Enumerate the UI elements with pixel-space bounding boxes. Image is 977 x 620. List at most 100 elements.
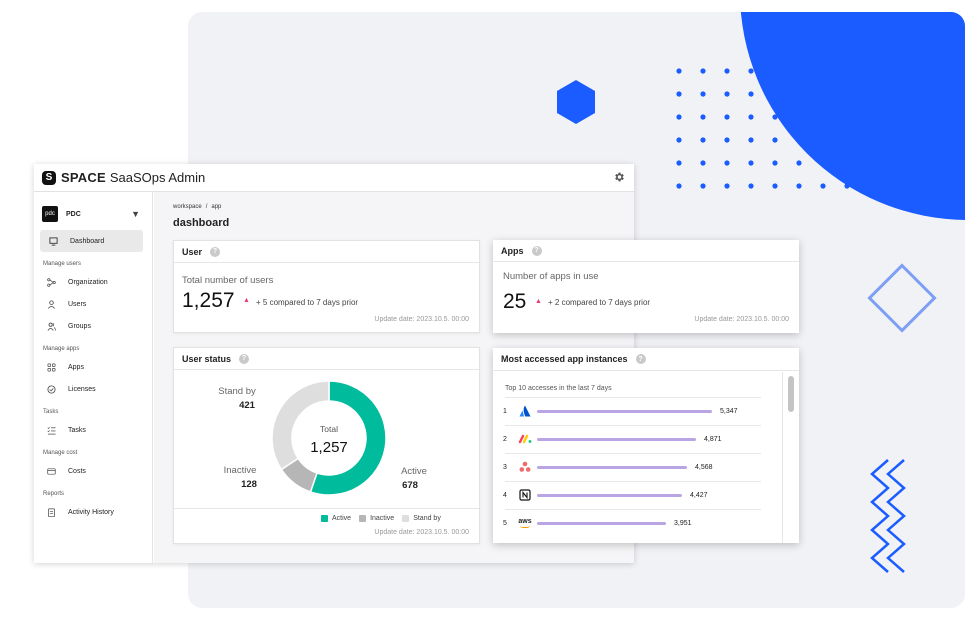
- sidebar-item-label: Groups: [68, 322, 91, 330]
- organization-icon: [47, 277, 56, 287]
- rank-bar: [537, 521, 666, 525]
- card-subtitle: Top 10 accesses in the last 7 days: [505, 385, 612, 392]
- atlassian-icon: [517, 405, 533, 417]
- donut-slice-standby[interactable]: [271, 380, 330, 471]
- legend-item-inactive: Inactive: [359, 515, 394, 522]
- zigzag-decoration: [870, 459, 906, 573]
- ranking-row[interactable]: 4 4,427: [503, 485, 753, 505]
- sidebar-item-tasks[interactable]: Tasks: [34, 419, 152, 441]
- sidebar-item-licenses[interactable]: Licenses: [34, 378, 152, 400]
- breadcrumb-app[interactable]: app: [211, 204, 222, 210]
- decoration-dot: [676, 114, 682, 120]
- decoration-dot: [676, 183, 682, 189]
- decoration-dot: [844, 91, 850, 97]
- user-icon: [48, 299, 55, 309]
- row-divider: [505, 425, 761, 426]
- metric-label: Number of apps in use: [503, 271, 599, 282]
- ranking-row[interactable]: 3 4,568: [503, 457, 753, 477]
- decoration-dot: [820, 114, 826, 120]
- app-title: SaaSOps Admin: [109, 170, 206, 185]
- decoration-dot: [844, 137, 850, 143]
- rank-number: 5: [503, 519, 507, 527]
- nav-section-reports: Reports: [43, 491, 65, 497]
- decoration-dot: [772, 137, 778, 143]
- rank-bar: [537, 465, 687, 469]
- decoration-dot: [724, 114, 730, 120]
- rank-value: 4,568: [695, 463, 713, 471]
- decoration-dot: [820, 68, 826, 74]
- card-divider: [174, 508, 479, 509]
- card-header: User ?: [174, 241, 479, 263]
- sidebar-item-label: Activity History: [68, 508, 114, 516]
- sidebar-item-organization[interactable]: Organization: [34, 271, 152, 293]
- decoration-dot: [724, 160, 730, 166]
- decoration-dot: [820, 137, 826, 143]
- logo-text: aws: [518, 518, 532, 525]
- decoration-dot: [724, 183, 730, 189]
- sidebar: pdc PDC ▼ Dashboard Manage users Organiz…: [34, 192, 153, 563]
- apps-card: Apps ? Number of apps in use 25 ▲ + 2 co…: [493, 240, 799, 333]
- help-icon[interactable]: ?: [210, 246, 221, 257]
- sidebar-item-label: Organization: [68, 278, 108, 286]
- workspace-selector[interactable]: pdc PDC ▼: [42, 203, 152, 225]
- legend-swatch: [321, 515, 328, 522]
- active-value: 678: [402, 480, 418, 491]
- diamond-outline-shape: [867, 263, 937, 333]
- decoration-dot: [748, 91, 754, 97]
- sidebar-item-users[interactable]: Users: [34, 293, 152, 315]
- breadcrumb-workspace[interactable]: workspace: [173, 204, 202, 210]
- decoration-dot: [748, 114, 754, 120]
- rank-number: 4: [503, 491, 507, 499]
- metric-value: 1,257: [182, 289, 235, 312]
- gear-icon[interactable]: [613, 171, 625, 183]
- caret-down-icon[interactable]: ▼: [131, 209, 140, 219]
- sidebar-item-dashboard[interactable]: Dashboard: [40, 230, 143, 252]
- update-date: Update date: 2023.10.5. 00:00: [374, 316, 469, 323]
- decoration-dot: [700, 91, 706, 97]
- rank-number: 3: [503, 463, 507, 471]
- legend-swatch: [402, 515, 410, 522]
- scrollbar[interactable]: [788, 376, 794, 412]
- space-logo-icon: S: [42, 170, 56, 185]
- monday-icon: [517, 433, 533, 445]
- sidebar-item-apps[interactable]: Apps: [34, 356, 152, 378]
- metric-delta: + 5 compared to 7 days prior: [256, 298, 359, 307]
- sidebar-item-costs[interactable]: Costs: [34, 460, 152, 482]
- rank-bar: [537, 437, 696, 441]
- dot-grid-decoration: [676, 68, 850, 189]
- donut-slice-active[interactable]: [309, 380, 387, 496]
- breadcrumb: workspace / app: [173, 204, 225, 210]
- standby-label: Stand by: [218, 386, 256, 397]
- help-icon[interactable]: ?: [531, 245, 542, 256]
- decoration-dot: [844, 68, 850, 74]
- decoration-dot: [724, 91, 730, 97]
- sidebar-item-activity-history[interactable]: Activity History: [34, 501, 152, 523]
- decoration-dot: [772, 91, 778, 97]
- help-icon[interactable]: ?: [239, 353, 250, 364]
- decoration-dot: [772, 114, 778, 120]
- sidebar-item-groups[interactable]: Groups: [34, 315, 152, 337]
- decoration-dot: [748, 183, 754, 189]
- legend-item-active: Active: [321, 515, 351, 522]
- rank-value: 5,347: [720, 407, 738, 415]
- hexagon-shape: [557, 80, 595, 124]
- ranking-row[interactable]: 5 aws 3,951: [503, 513, 753, 533]
- decoration-dot: [748, 137, 754, 143]
- decoration-dot: [748, 160, 754, 166]
- update-date: Update date: 2023.10.5. 00:00: [694, 316, 789, 323]
- card-header: Most accessed app instances ?: [493, 348, 799, 371]
- help-icon[interactable]: ?: [635, 354, 646, 364]
- card-title: User status: [182, 353, 232, 364]
- metric-delta: + 2 compared to 7 days prior: [548, 298, 651, 307]
- asana-icon: [517, 461, 533, 473]
- apps-icon: [47, 363, 56, 371]
- decoration-dot: [844, 183, 850, 189]
- sidebar-item-label: Apps: [68, 363, 84, 371]
- user-card: User ? Total number of users 1,257 ▲ + 5…: [173, 240, 480, 333]
- user-status-card: User status ? Total 1,257 Stand by 421 I…: [173, 347, 480, 544]
- sidebar-item-label: Tasks: [68, 426, 86, 434]
- decoration-dot: [820, 91, 826, 97]
- ranking-row[interactable]: 1 5,347: [503, 401, 753, 421]
- increase-arrow-icon: ▲: [243, 297, 250, 304]
- ranking-row[interactable]: 2 4,871: [503, 429, 753, 449]
